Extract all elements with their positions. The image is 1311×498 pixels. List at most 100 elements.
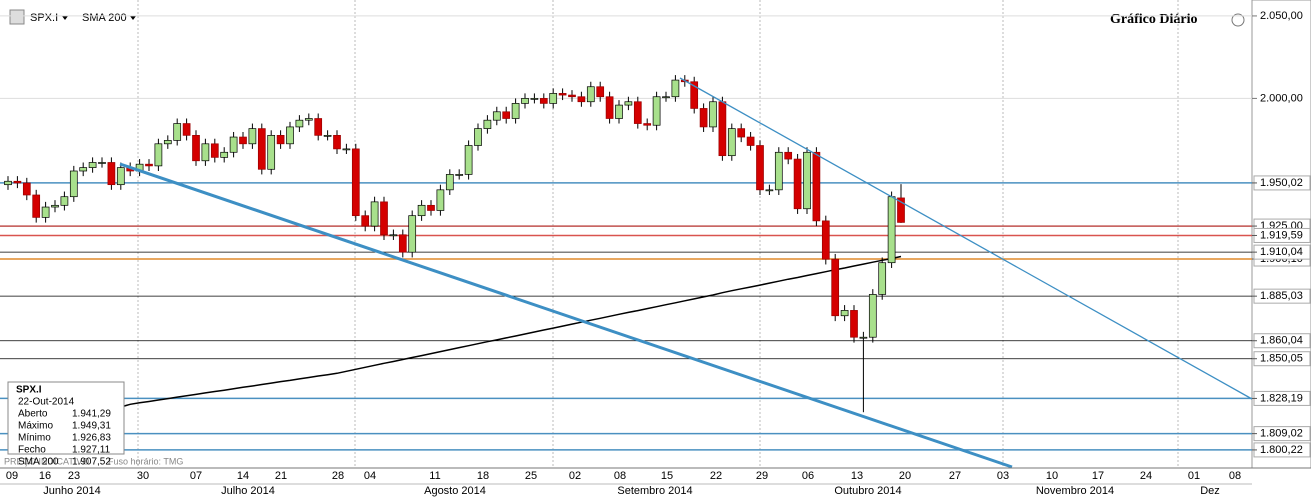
candle-body bbox=[182, 123, 191, 136]
candle-body bbox=[568, 94, 576, 98]
candle-body bbox=[633, 101, 642, 124]
candle-body bbox=[840, 310, 849, 317]
info-title: SPX.I bbox=[16, 385, 42, 396]
candle-body bbox=[803, 151, 811, 210]
candle-body bbox=[774, 151, 783, 191]
candle-body bbox=[577, 96, 586, 103]
clock-icon[interactable] bbox=[1231, 13, 1245, 27]
candle-body bbox=[436, 189, 445, 211]
candle-body bbox=[370, 201, 379, 227]
candle-body bbox=[492, 111, 501, 121]
candle-body bbox=[314, 118, 323, 136]
level-label: 1.910,04 bbox=[1260, 246, 1303, 258]
info-value: 1.941,29 bbox=[72, 409, 111, 420]
candle-body bbox=[887, 196, 896, 264]
level-label: 1.828,19 bbox=[1260, 392, 1303, 404]
candle-body bbox=[239, 136, 247, 145]
candle-body bbox=[361, 215, 370, 227]
candle-body bbox=[248, 128, 257, 145]
candle-body bbox=[69, 170, 78, 198]
y-tick-label: 2.000,00 bbox=[1260, 92, 1303, 104]
candle-body bbox=[671, 79, 680, 98]
candle-body bbox=[32, 194, 41, 218]
candle-body bbox=[831, 258, 840, 317]
candle-body bbox=[154, 143, 163, 167]
info-box bbox=[7, 381, 125, 455]
x-tick-label: 09 bbox=[6, 470, 18, 482]
x-tick-label: 18 bbox=[477, 470, 489, 482]
candle-body bbox=[98, 162, 106, 164]
candle-body bbox=[483, 119, 492, 129]
candle-body bbox=[690, 81, 699, 109]
candle-body bbox=[652, 96, 661, 126]
level-label: 1.919,59 bbox=[1260, 229, 1303, 241]
candle-body bbox=[521, 98, 529, 104]
candle-body bbox=[878, 262, 887, 295]
level-label: 1.809,02 bbox=[1260, 428, 1303, 440]
candle-body bbox=[558, 93, 567, 96]
dropdown-arrow[interactable] bbox=[130, 16, 136, 20]
candle-body bbox=[464, 145, 473, 175]
level-label: 1.885,03 bbox=[1260, 290, 1303, 302]
level-label: 1.850,05 bbox=[1260, 353, 1303, 365]
level-label: 1.860,04 bbox=[1260, 335, 1303, 347]
candle-body bbox=[286, 126, 294, 145]
info-value: 1.949,31 bbox=[72, 421, 111, 432]
candle-body bbox=[615, 104, 623, 119]
info-date: 22-Out-2014 bbox=[18, 397, 75, 408]
candle-body bbox=[605, 96, 614, 119]
candle-body bbox=[192, 135, 200, 162]
symbol[interactable]: SPX.I bbox=[30, 12, 58, 24]
candle-body bbox=[727, 128, 736, 157]
dropdown-arrow[interactable] bbox=[62, 16, 68, 20]
timezone: Fuso horário: TMG bbox=[108, 456, 183, 466]
candle-body bbox=[351, 148, 360, 217]
x-tick-label: 29 bbox=[756, 470, 768, 482]
candle-body bbox=[502, 111, 511, 119]
candle-body bbox=[643, 123, 652, 126]
candle-body bbox=[173, 123, 182, 141]
candle-body bbox=[342, 148, 351, 151]
candle-body bbox=[897, 197, 905, 223]
month-label: Junho 2014 bbox=[43, 485, 101, 497]
month-label: Outubro 2014 bbox=[834, 485, 901, 497]
month-label: Dez bbox=[1200, 485, 1220, 497]
candle-body bbox=[210, 143, 219, 158]
candle-body bbox=[60, 196, 69, 206]
x-tick-label: 06 bbox=[802, 470, 814, 482]
candle-body bbox=[257, 128, 266, 170]
candle-body bbox=[821, 220, 830, 260]
candle-body bbox=[304, 118, 313, 121]
candle-body bbox=[530, 98, 539, 100]
candle-body bbox=[398, 234, 407, 253]
trend-line bbox=[679, 77, 1253, 400]
trend-line bbox=[119, 162, 1013, 469]
x-tick-label: 25 bbox=[525, 470, 537, 482]
x-tick-label: 22 bbox=[710, 470, 722, 482]
candle-body bbox=[51, 204, 59, 208]
candle-body bbox=[22, 182, 31, 196]
x-tick-label: 13 bbox=[851, 470, 863, 482]
candle-body bbox=[267, 135, 276, 170]
level-label: 1.800,22 bbox=[1260, 444, 1303, 456]
candle-body bbox=[850, 310, 858, 338]
indicator[interactable]: SMA 200 bbox=[82, 12, 127, 24]
candle-body bbox=[79, 167, 88, 172]
symbol-icon[interactable] bbox=[9, 9, 25, 25]
candle-body bbox=[455, 174, 464, 176]
candle-body bbox=[201, 143, 210, 162]
candle-body bbox=[868, 294, 877, 338]
info-label: SMA 200 bbox=[18, 457, 59, 468]
info-label: Máximo bbox=[18, 421, 53, 432]
month-label: Julho 2014 bbox=[221, 485, 275, 497]
candle-body bbox=[389, 234, 398, 237]
x-tick-label: 07 bbox=[190, 470, 202, 482]
x-tick-label: 04 bbox=[364, 470, 376, 482]
candle-body bbox=[380, 201, 388, 236]
candle-body bbox=[596, 86, 605, 98]
candle-body bbox=[88, 162, 97, 168]
candle-body bbox=[4, 180, 12, 186]
info-value: 1.926,83 bbox=[72, 433, 111, 444]
candle-body bbox=[709, 101, 717, 128]
x-tick-label: 17 bbox=[1092, 470, 1104, 482]
